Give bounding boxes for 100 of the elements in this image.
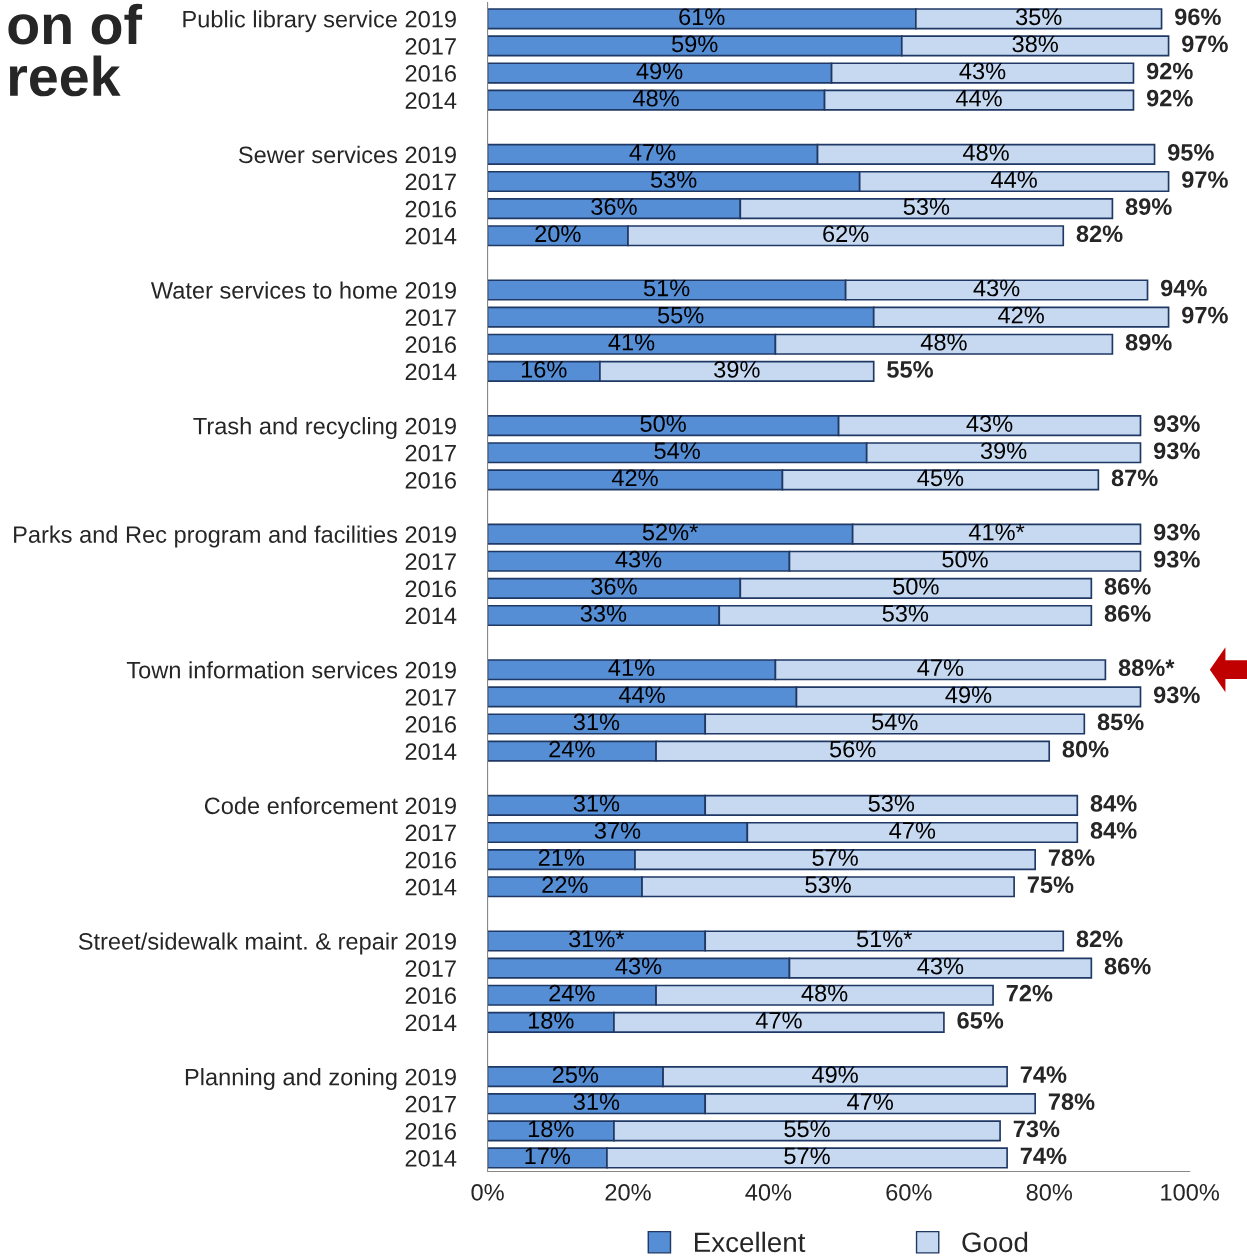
total-label: 74% [1020,1147,1067,1165]
data-label: 20% [535,225,581,243]
y-tick-label: 2017 [405,960,456,977]
total-label: 88%* [1118,659,1175,677]
data-label: 17% [525,1147,571,1165]
legend-label: Good [962,1231,1028,1253]
data-label: 59% [672,35,718,53]
x-tick-label: 100% [1161,1183,1219,1201]
data-label: 39% [714,361,760,378]
y-tick-label: Street/sidewalk maint. & repair 2019 [78,932,456,955]
y-tick-label: 2014 [405,743,457,760]
total-label: 78% [1048,849,1095,866]
total-label: 97% [1182,35,1228,53]
data-label: 38% [1012,35,1058,53]
total-label: 96% [1175,8,1221,26]
data-label: 51% [643,279,690,297]
x-tick-label: 40% [745,1183,792,1201]
y-tick-label: 2016 [405,471,456,489]
y-tick-label: 2016 [405,336,456,354]
data-label: 53% [805,876,851,894]
data-label: 42% [611,469,658,487]
total-label: 85% [1097,713,1144,731]
data-label: 44% [955,89,1002,107]
total-label: 92% [1146,62,1193,80]
data-label: 42% [998,306,1044,324]
total-label: 86% [1104,957,1151,975]
legend-label: Excellent [695,1231,806,1253]
data-label: 47% [917,659,964,676]
y-tick-label: 2014 [405,878,457,896]
data-label: 56% [829,740,876,758]
data-label: 52%* [642,523,698,541]
data-label: 51%* [856,930,913,948]
data-label: 33% [580,605,627,622]
data-label: 57% [784,1147,830,1165]
total-label: 86% [1104,577,1151,595]
y-tick-label: Sewer services 2019 [238,145,456,164]
x-tick-label: 60% [886,1183,932,1201]
y-tick-label: Public library service 2019 [183,10,456,33]
data-label: 49% [636,62,683,80]
total-label: 65% [957,1011,1004,1029]
y-tick-label: 2014 [405,1150,457,1167]
y-tick-label: Water services to home 2019 [150,281,456,299]
y-tick-label: 2017 [405,688,456,706]
y-tick-label: 2014 [405,363,457,381]
data-label: 21% [538,849,585,866]
y-tick-label: 2017 [405,173,456,191]
y-tick-label: 2017 [405,824,456,842]
data-label: 41% [608,333,655,351]
data-label: 43% [615,550,662,568]
data-label: 22% [542,876,588,893]
data-label: 31%* [569,930,625,948]
data-label: 43% [917,957,964,975]
chart-title: on of reek [8,3,143,97]
total-label: 93% [1153,442,1200,460]
data-label: 43% [966,415,1013,432]
data-label: 48% [801,984,848,1002]
y-tick-label: Trash and recycling 2019 [193,417,456,440]
data-label: 53% [650,171,697,188]
y-tick-label: 2017 [405,444,456,462]
total-label: 95% [1167,144,1214,161]
total-label: 74% [1020,1066,1067,1083]
y-tick-label: 2017 [405,37,456,55]
data-label: 49% [945,686,992,704]
total-label: 84% [1090,794,1137,812]
y-tick-label: Parks and Rec program and facilities 2019 [14,525,456,548]
total-label: 93% [1153,523,1200,541]
data-label: 57% [812,849,858,866]
data-label: 50% [942,550,988,568]
total-label: 73% [1013,1120,1060,1138]
data-label: 50% [640,415,686,432]
data-label: 41%* [968,523,1025,541]
data-label: 41% [608,659,655,676]
y-tick-label: 2016 [405,851,456,869]
y-tick-label: Planning and zoning 2019 [185,1068,456,1091]
data-label: 49% [812,1066,858,1083]
data-label: 47% [889,822,936,839]
data-label: 36% [591,577,637,595]
y-tick-label: Town information services 2019 [126,661,456,679]
y-tick-label: 2014 [405,607,457,625]
data-label: 43% [615,957,662,975]
data-label: 25% [552,1066,599,1083]
data-label: 43% [973,279,1020,297]
y-tick-label: 2016 [405,987,456,1005]
data-label: 47% [847,1093,893,1110]
y-tick-label: 2016 [405,1122,456,1140]
data-label: 54% [654,442,700,460]
data-label: 31% [573,713,620,731]
total-label: 97% [1182,171,1228,188]
data-label: 16% [521,361,567,378]
x-tick-label: 80% [1026,1183,1073,1201]
data-label: 24% [549,740,595,758]
total-label: 84% [1090,822,1137,839]
data-label: 36% [591,198,637,215]
y-tick-label: 2016 [405,580,456,598]
x-tick-label: 0% [471,1183,504,1201]
y-tick-label: 2016 [405,716,456,733]
y-tick-label: 2016 [405,65,456,82]
total-label: 82% [1076,930,1123,948]
data-label: 53% [903,198,950,215]
total-label: 87% [1111,469,1158,487]
